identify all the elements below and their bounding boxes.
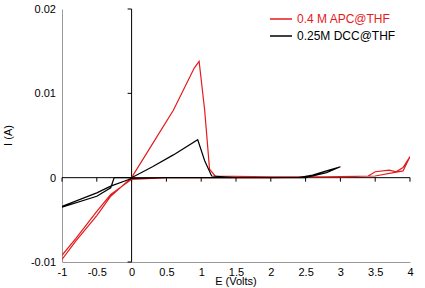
legend-swatch xyxy=(270,35,292,37)
zero-axes xyxy=(62,9,410,262)
y-tick-label: 0.02 xyxy=(35,3,56,15)
x-tick: 2.5 xyxy=(298,262,313,278)
y-tick: 0.02 xyxy=(35,3,62,15)
y-axis-title: I (A) xyxy=(2,125,14,146)
x-tick-label: 1 xyxy=(199,266,205,278)
y-tick: -0.01 xyxy=(31,256,62,268)
x-tick-label: -1 xyxy=(58,266,68,278)
x-zero-tick xyxy=(340,178,341,182)
legend-label: 0.4 M APC@THF xyxy=(297,12,390,26)
chart: -1-0.500.511.522.533.54-0.0100.010.02E (… xyxy=(0,0,425,288)
x-zero-tick xyxy=(375,178,376,182)
x-axis-line xyxy=(63,262,411,263)
x-tick-label: 0 xyxy=(129,266,135,278)
x-tick-label: 2 xyxy=(268,266,274,278)
y-zero-tick xyxy=(128,93,132,94)
x-tick-label: 4 xyxy=(407,266,413,278)
x-tick-label: 2.5 xyxy=(298,266,313,278)
x-tick: 1 xyxy=(199,262,205,278)
x-tick: 2 xyxy=(268,262,274,278)
x-tick: 0 xyxy=(129,262,135,278)
x-tick-label: -0.5 xyxy=(88,266,107,278)
x-axis-title: E (Volts) xyxy=(215,275,257,287)
y-tick: 0 xyxy=(50,172,62,184)
x-tick-label: 3.5 xyxy=(368,266,383,278)
y-axis: -0.01 0 0.01 0.02 xyxy=(31,3,63,268)
legend-label: 0.25M DCC@THF xyxy=(297,29,395,43)
y-axis-line xyxy=(62,10,63,263)
x-tick: -1 xyxy=(58,262,68,278)
zero-y-line xyxy=(131,9,132,262)
y-zero-tick xyxy=(128,262,132,263)
x-tick: -0.5 xyxy=(88,262,107,278)
series-line xyxy=(62,61,410,259)
legend-swatch xyxy=(270,18,292,20)
y-tick: 0.01 xyxy=(35,87,62,99)
legend: 0.4 M APC@THF 0.25M DCC@THF xyxy=(270,12,395,43)
y-zero-tick xyxy=(128,9,132,10)
x-zero-tick xyxy=(410,178,411,182)
y-tick-label: 0.01 xyxy=(35,87,56,99)
x-tick: 0.5 xyxy=(159,262,174,278)
y-tick-label: 0 xyxy=(50,172,56,184)
x-tick-label: 3 xyxy=(338,266,344,278)
x-tick-label: 0.5 xyxy=(159,266,174,278)
y-tick-label: -0.01 xyxy=(31,256,56,268)
x-tick: 3.5 xyxy=(368,262,383,278)
x-zero-tick xyxy=(96,178,97,182)
x-tick: 4 xyxy=(407,262,413,278)
series-line xyxy=(62,140,340,207)
plot: -1-0.500.511.522.533.54-0.0100.010.02 xyxy=(31,3,414,278)
x-zero-tick xyxy=(62,178,63,182)
lines xyxy=(62,61,410,259)
x-tick: 3 xyxy=(338,262,344,278)
